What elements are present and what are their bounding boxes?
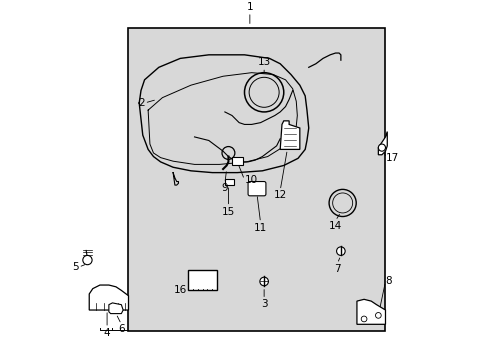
Text: 5: 5 (72, 262, 79, 272)
Text: 16: 16 (174, 285, 187, 296)
Bar (231, 157, 242, 166)
Polygon shape (280, 121, 299, 149)
Polygon shape (378, 131, 386, 155)
Text: 14: 14 (328, 221, 342, 231)
Bar (224, 179, 233, 185)
Polygon shape (356, 299, 385, 324)
Text: 7: 7 (333, 264, 340, 274)
Text: 8: 8 (385, 276, 391, 287)
Text: 17: 17 (385, 153, 398, 163)
FancyBboxPatch shape (247, 181, 265, 196)
Text: 2: 2 (138, 98, 144, 108)
Polygon shape (89, 285, 128, 310)
Text: 4: 4 (103, 328, 110, 338)
Text: 12: 12 (273, 190, 286, 201)
Circle shape (378, 144, 385, 151)
Text: 15: 15 (222, 207, 235, 216)
FancyBboxPatch shape (128, 28, 385, 332)
Text: 9: 9 (221, 183, 228, 193)
Text: 3: 3 (260, 299, 267, 309)
Text: 11: 11 (253, 222, 266, 233)
Text: 1: 1 (246, 2, 253, 12)
Text: 10: 10 (244, 175, 257, 185)
Circle shape (82, 255, 92, 265)
Text: 6: 6 (118, 324, 124, 334)
Polygon shape (109, 303, 123, 314)
Circle shape (336, 247, 345, 255)
Text: 13: 13 (257, 57, 270, 67)
Circle shape (259, 277, 268, 286)
FancyBboxPatch shape (188, 270, 217, 290)
